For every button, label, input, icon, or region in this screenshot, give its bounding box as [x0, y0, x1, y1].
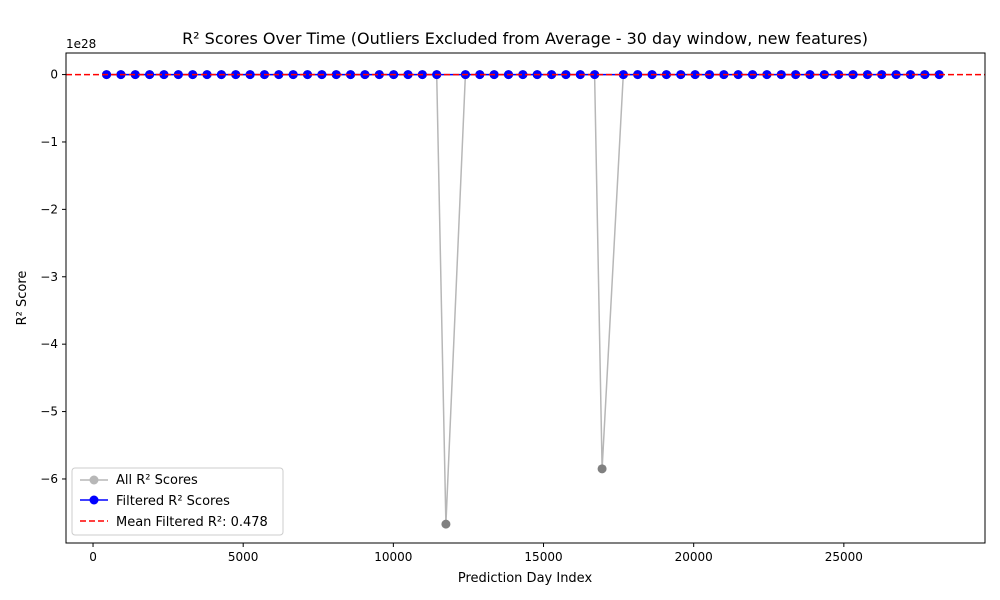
y-tick-label: 0 — [50, 68, 58, 82]
x-tick-label: 15000 — [524, 550, 562, 564]
y-tick-label: −4 — [40, 337, 58, 351]
filtered-score-point — [661, 70, 671, 80]
legend-all-marker — [89, 475, 99, 485]
y-tick-label: −1 — [40, 135, 58, 149]
filtered-score-point — [303, 70, 313, 80]
filtered-score-point — [475, 70, 485, 80]
legend: All R² Scores Filtered R² Scores Mean Fi… — [71, 467, 284, 536]
filtered-score-point — [231, 70, 241, 80]
x-tick-label: 10000 — [374, 550, 412, 564]
legend-mean-label: Mean Filtered R²: 0.478 — [116, 515, 268, 530]
all-score-outlier-point — [441, 519, 451, 529]
y-axis-label: R² Score — [15, 271, 30, 326]
x-axis-label: Prediction Day Index — [458, 571, 593, 586]
x-tick-label: 25000 — [825, 550, 863, 564]
filtered-score-point — [547, 70, 557, 80]
filtered-score-point — [762, 70, 772, 80]
all-score-outlier-point — [597, 464, 607, 474]
y-tick-label: −6 — [40, 472, 58, 486]
x-axis: 0 5000 10000 15000 20000 25000 — [89, 543, 863, 564]
legend-all-label: All R² Scores — [116, 473, 198, 488]
filtered-score-point — [905, 70, 915, 80]
filtered-score-point — [374, 70, 384, 80]
y-axis: 0 −1 −2 −3 −4 −5 −6 — [40, 68, 66, 486]
y-tick-label: −5 — [40, 405, 58, 419]
plot-frame — [65, 52, 986, 544]
filtered-score-point — [618, 70, 628, 80]
filtered-score-point — [159, 70, 169, 80]
x-tick-label: 0 — [89, 550, 97, 564]
x-tick-label: 20000 — [675, 550, 713, 564]
y-offset-text: 1e28 — [66, 37, 96, 51]
filtered-score-point — [733, 70, 743, 80]
filtered-score-point — [690, 70, 700, 80]
legend-box — [71, 467, 284, 536]
filtered-score-point — [834, 70, 844, 80]
legend-filtered-marker — [89, 495, 99, 505]
filtered-score-point — [130, 70, 140, 80]
legend-filtered-label: Filtered R² Scores — [116, 494, 230, 509]
y-tick-label: −3 — [40, 270, 58, 284]
filtered-score-point — [590, 70, 600, 80]
filtered-score-point — [202, 70, 212, 80]
x-tick-label: 5000 — [228, 550, 259, 564]
y-tick-label: −2 — [40, 202, 58, 216]
filtered-score-point — [518, 70, 528, 80]
chart-title: R² Scores Over Time (Outliers Excluded f… — [182, 29, 868, 48]
